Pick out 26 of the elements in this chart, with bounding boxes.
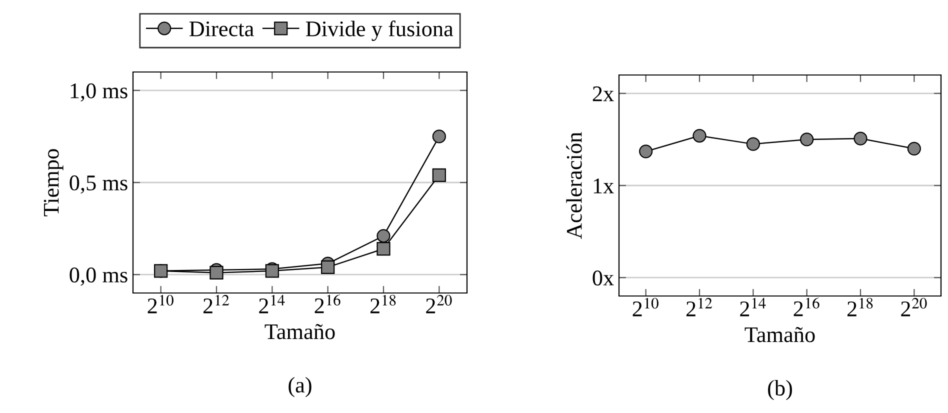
x-tick-label: 2$^{12}$ (203, 294, 230, 314)
y-tick-label: 0,0 ms (70, 268, 128, 286)
legend-label: Divide y fusiona (306, 20, 454, 41)
x-tick-label: 2$^{20}$ (901, 298, 927, 316)
text: (b) (768, 380, 792, 400)
x-tick-label: 2$^{18}$ (370, 294, 396, 314)
x-tick-label: 2$^{14}$ (740, 298, 766, 316)
y-tick-label: 2x (592, 86, 614, 102)
y-tick-label: 0x (592, 270, 614, 286)
x-tick-label: 2$^{16}$ (794, 298, 820, 316)
x-tick-label: 2$^{12}$ (686, 298, 712, 316)
x-tick-label: 2$^{18}$ (847, 298, 873, 316)
x-tick-label: 2$^{10}$ (148, 294, 174, 314)
x-tick-label: 2$^{14}$ (259, 294, 285, 314)
x-tick-label: 2$^{20}$ (426, 294, 452, 314)
y-tick-label: 1x (594, 178, 614, 194)
legend-label: Directa (189, 21, 254, 36)
text: (a) (288, 376, 312, 398)
x-axis-title: Tamaño (264, 324, 335, 340)
x-axis-title: Tamaño (744, 327, 815, 342)
y-tick-label: 0,5 ms (70, 175, 128, 194)
x-tick-label: 2$^{16}$ (314, 294, 340, 314)
x-tick-label: 2$^{10}$ (632, 298, 658, 316)
y-tick-label: 1,0 ms (70, 83, 128, 102)
y-axis-title: Tiempo (44, 149, 64, 216)
y-axis-title: Aceleración (566, 132, 582, 239)
